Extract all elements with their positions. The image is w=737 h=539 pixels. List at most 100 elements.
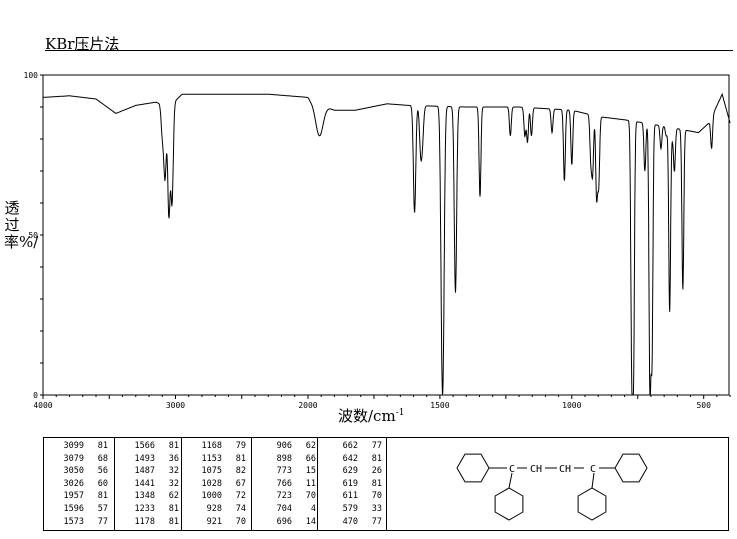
peak-wavenumber: 611 bbox=[342, 491, 358, 502]
peak-table-row: 921 70 bbox=[188, 516, 251, 529]
peak-table-column: 1168 79 1153 81 1075 82 1028 67 1000 72 928 74 921 70 bbox=[182, 438, 252, 530]
peak-transmittance: 56 bbox=[97, 466, 108, 477]
x-tick-label: 2000 bbox=[298, 401, 317, 410]
peak-transmittance: 33 bbox=[371, 503, 382, 514]
peak-table-row: 579 33 bbox=[324, 503, 386, 516]
peak-wavenumber: 1596 bbox=[63, 503, 84, 514]
peak-table-row: 1487 32 bbox=[121, 465, 181, 478]
peak-table-row: 3079 68 bbox=[50, 453, 114, 466]
peak-table-row: 696 14 bbox=[258, 516, 317, 529]
peak-transmittance: 81 bbox=[168, 503, 179, 514]
peak-table-column: 662 77 642 81 629 26 619 81 611 70 579 33 470 77 bbox=[318, 438, 386, 530]
peak-table-row: 723 70 bbox=[258, 490, 317, 503]
peak-table-column: 1566 81 1493 36 1487 32 1441 32 1348 62 1233 81 1178… bbox=[115, 438, 182, 530]
peak-transmittance: 70 bbox=[305, 491, 316, 502]
peak-transmittance: 81 bbox=[371, 453, 382, 464]
bond bbox=[508, 472, 513, 489]
peak-wavenumber: 921 bbox=[206, 516, 222, 527]
peak-transmittance: 81 bbox=[97, 441, 108, 451]
peak-wavenumber: 619 bbox=[342, 478, 358, 489]
peak-table-row: 1573 77 bbox=[50, 516, 114, 529]
peak-transmittance: 77 bbox=[97, 516, 108, 527]
atom-label: CH bbox=[559, 464, 571, 475]
molecule-structure: C CH CH C bbox=[456, 453, 648, 521]
peak-table-row: 1957 81 bbox=[50, 490, 114, 503]
peak-table-column: 906 62 898 66 773 15 766 11 723 70 704 4 696 14 bbox=[252, 438, 318, 530]
peak-transmittance: 57 bbox=[97, 503, 108, 514]
peak-transmittance: 81 bbox=[168, 441, 179, 451]
peak-table-row: 1168 79 bbox=[188, 440, 251, 453]
benzene-ring bbox=[577, 487, 607, 521]
chart-title: KBr压片法 bbox=[45, 35, 120, 53]
structure-box: C CH CH C bbox=[386, 437, 729, 531]
peak-wavenumber: 723 bbox=[276, 491, 292, 502]
peak-table-row: 1000 72 bbox=[188, 490, 251, 503]
peak-table-row: 1566 81 bbox=[121, 440, 181, 453]
peak-table-row: 773 15 bbox=[258, 465, 317, 478]
x-tick-label: 3000 bbox=[166, 401, 185, 410]
peak-transmittance: 77 bbox=[371, 441, 382, 451]
peak-transmittance: 32 bbox=[168, 478, 179, 489]
atom-label: CH bbox=[530, 464, 542, 475]
x-axis-label: 波数/cm-1 bbox=[338, 405, 404, 426]
peak-table-row: 1028 67 bbox=[188, 478, 251, 491]
peak-table-row: 1233 81 bbox=[121, 503, 181, 516]
peak-transmittance: 4 bbox=[310, 503, 316, 514]
peak-wavenumber: 1348 bbox=[134, 491, 155, 502]
peak-table-column: 3099 81 3079 68 3050 56 3026 60 1957 81 1596 57 1573… bbox=[44, 438, 115, 530]
peak-transmittance: 70 bbox=[235, 516, 246, 527]
peak-wavenumber: 1028 bbox=[201, 478, 222, 489]
peak-table: 3099 81 3079 68 3050 56 3026 60 1957 81 1596 57 1573… bbox=[43, 437, 387, 531]
peak-wavenumber: 773 bbox=[276, 466, 292, 477]
x-axis-label-sup: -1 bbox=[395, 408, 405, 418]
y-tick-label: 100 bbox=[24, 71, 39, 80]
peak-table-row: 1348 62 bbox=[121, 490, 181, 503]
peak-wavenumber: 1168 bbox=[201, 441, 222, 451]
peak-wavenumber: 1000 bbox=[201, 491, 222, 502]
peak-transmittance: 15 bbox=[305, 466, 316, 477]
peak-table-row: 1493 36 bbox=[121, 453, 181, 466]
x-tick-label: 1000 bbox=[562, 401, 581, 410]
peak-wavenumber: 1573 bbox=[63, 516, 84, 527]
peak-transmittance: 81 bbox=[371, 478, 382, 489]
peak-wavenumber: 642 bbox=[342, 453, 358, 464]
peak-transmittance: 81 bbox=[235, 453, 246, 464]
peak-wavenumber: 1441 bbox=[134, 478, 155, 489]
peak-table-row: 619 81 bbox=[324, 478, 386, 491]
peak-table-row: 3099 81 bbox=[50, 440, 114, 453]
peak-wavenumber: 3099 bbox=[63, 441, 84, 451]
peak-table-row: 1075 82 bbox=[188, 465, 251, 478]
peak-table-row: 898 66 bbox=[258, 453, 317, 466]
peak-transmittance: 66 bbox=[305, 453, 316, 464]
peak-table-row: 906 62 bbox=[258, 440, 317, 453]
peak-transmittance: 77 bbox=[371, 516, 382, 527]
peak-transmittance: 81 bbox=[97, 491, 108, 502]
benzene-ring bbox=[494, 487, 524, 521]
peak-transmittance: 79 bbox=[235, 441, 246, 451]
peak-table-row: 3050 56 bbox=[50, 465, 114, 478]
peak-transmittance: 67 bbox=[235, 478, 246, 489]
x-tick-label: 1500 bbox=[430, 401, 449, 410]
peak-wavenumber: 1487 bbox=[134, 466, 155, 477]
peak-wavenumber: 662 bbox=[342, 441, 358, 451]
benzene-ring bbox=[456, 453, 490, 483]
peak-table-row: 470 77 bbox=[324, 516, 386, 529]
peak-table-row: 766 11 bbox=[258, 478, 317, 491]
peak-wavenumber: 1178 bbox=[134, 516, 155, 527]
peak-table-row: 642 81 bbox=[324, 453, 386, 466]
peak-wavenumber: 3079 bbox=[63, 453, 84, 464]
peak-wavenumber: 579 bbox=[342, 503, 358, 514]
peak-table-row: 928 74 bbox=[188, 503, 251, 516]
peak-wavenumber: 704 bbox=[276, 503, 292, 514]
x-tick-label: 500 bbox=[696, 401, 711, 410]
peak-transmittance: 70 bbox=[371, 491, 382, 502]
peak-transmittance: 26 bbox=[371, 466, 382, 477]
peak-table-row: 1153 81 bbox=[188, 453, 251, 466]
benzene-ring bbox=[614, 453, 648, 483]
spectrum-line bbox=[43, 92, 731, 396]
peak-table-row: 611 70 bbox=[324, 490, 386, 503]
peak-table-row: 704 4 bbox=[258, 503, 317, 516]
peak-wavenumber: 629 bbox=[342, 466, 358, 477]
peak-transmittance: 82 bbox=[235, 466, 246, 477]
peak-wavenumber: 1075 bbox=[201, 466, 222, 477]
